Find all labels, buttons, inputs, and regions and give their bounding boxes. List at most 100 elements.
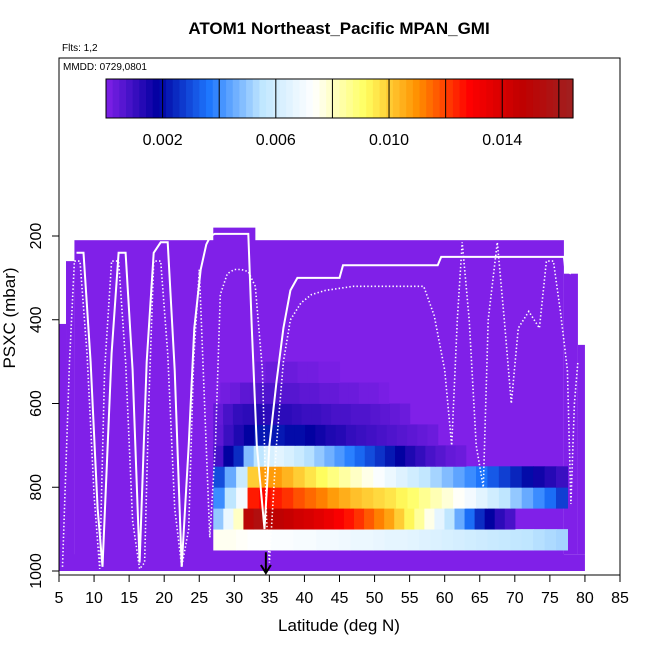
heatmap-cell — [327, 529, 340, 551]
heatmap-cell — [444, 508, 456, 530]
colorbar-swatch — [259, 79, 267, 118]
heatmap-cell — [281, 487, 294, 509]
colorbar-swatch — [319, 79, 327, 118]
heatmap-cell — [224, 487, 237, 509]
colorbar-swatch — [452, 79, 461, 118]
colorbar-swatch — [566, 79, 574, 118]
heatmap-cell — [325, 424, 337, 446]
heatmap-cell — [272, 403, 283, 425]
heatmap-cell — [282, 403, 293, 425]
colorbar-swatch — [212, 79, 221, 118]
heatmap-cell — [417, 424, 429, 446]
heatmap-cell — [274, 424, 286, 446]
x-tick-label: 20 — [155, 590, 173, 607]
heatmap-cell — [476, 487, 489, 509]
heatmap-cell — [247, 466, 260, 488]
colorbar-swatch — [286, 79, 294, 118]
x-tick-label: 35 — [260, 590, 278, 607]
colorbar-swatch — [359, 79, 367, 118]
heatmap-cell — [252, 403, 263, 425]
colorbar-tick-label: 0.002 — [143, 132, 183, 149]
heatmap-cell — [333, 508, 345, 530]
background-cell — [59, 323, 67, 571]
heatmap-cell — [293, 487, 306, 509]
colorbar-swatch — [472, 79, 481, 118]
colorbar-swatch — [399, 79, 407, 118]
heatmap-cell — [334, 445, 346, 467]
colorbar-swatch — [139, 79, 147, 118]
heatmap-cell — [453, 487, 466, 509]
heatmap-cell — [350, 487, 363, 509]
colorbar-swatch — [206, 79, 214, 118]
heatmap-cell — [316, 487, 329, 509]
heatmap-cell — [407, 466, 420, 488]
heatmap-cell — [494, 508, 506, 530]
heatmap-cell — [213, 508, 224, 530]
x-tick-label: 65 — [471, 590, 489, 607]
heatmap-cell — [338, 466, 351, 488]
colorbar-swatch — [119, 79, 127, 118]
heatmap-cell — [555, 529, 568, 551]
heatmap-cell — [384, 529, 397, 551]
colorbar-swatch — [192, 79, 200, 118]
colorbar-swatch — [106, 79, 114, 118]
colorbar-swatch — [506, 79, 514, 118]
colorbar-swatch — [406, 79, 414, 118]
heatmap-cell — [430, 466, 443, 488]
heatmap-cell — [233, 445, 245, 467]
heatmap-cell — [396, 424, 408, 446]
marker-arrow-head — [260, 564, 272, 575]
heatmap-cell — [354, 445, 366, 467]
flights-label: Flts: 1,2 — [62, 43, 98, 54]
heatmap-cell — [305, 424, 316, 446]
heatmap-cell — [213, 529, 226, 551]
heatmap-cell — [350, 529, 363, 551]
heatmap-cell — [284, 424, 296, 446]
flight-track-dotted — [61, 242, 579, 571]
colorbar-swatch — [479, 79, 487, 118]
heatmap-cell — [270, 466, 283, 488]
heatmap-cell — [304, 487, 317, 509]
heatmap-cell — [504, 508, 516, 530]
colorbar-swatch — [346, 79, 354, 118]
heatmap-cell — [294, 445, 305, 467]
heatmap-cell — [314, 445, 325, 467]
heatmap-cell — [368, 382, 380, 404]
plot-area — [59, 227, 585, 575]
heatmap-cell — [399, 403, 411, 425]
chart-title: ATOM1 Northeast_Pacific MPAN_GMI — [188, 19, 489, 38]
colorbar-swatch — [219, 79, 227, 118]
colorbar-tick-label: 0.014 — [482, 132, 522, 149]
heatmap-cell — [435, 445, 447, 467]
colorbar-swatch — [546, 79, 554, 118]
heatmap-cell — [384, 487, 397, 509]
heatmap-cell — [319, 382, 330, 404]
background-cell — [59, 554, 585, 571]
heatmap-cell — [348, 382, 360, 404]
x-tick-label: 60 — [436, 590, 454, 607]
heatmap-cell — [370, 403, 381, 425]
heatmap-cell — [253, 508, 265, 530]
heatmap-cell — [243, 445, 255, 467]
colorbar-swatch — [486, 79, 494, 118]
heatmap-cell — [281, 529, 294, 551]
heatmap-cell — [407, 487, 420, 509]
heatmap-cell — [430, 487, 443, 509]
heatmap-cell — [213, 424, 225, 446]
heatmap-cell — [299, 382, 310, 404]
heatmap-cell — [283, 445, 295, 467]
flight-track-solid — [76, 232, 572, 567]
heatmap-cell — [279, 382, 291, 404]
colorbar-swatch — [326, 79, 334, 118]
heatmap-cell — [415, 445, 426, 467]
heatmap-cell — [307, 361, 320, 383]
heatmap-cell — [335, 424, 347, 446]
heatmap-cell — [318, 361, 330, 383]
colorbar-swatch — [426, 79, 434, 118]
heatmap-cell — [441, 487, 454, 509]
heatmap-cell — [498, 487, 511, 509]
colorbar-swatch — [232, 79, 241, 118]
heatmap-cell — [364, 445, 376, 467]
heatmap-cell — [311, 403, 322, 425]
heatmap-cell — [233, 424, 245, 446]
